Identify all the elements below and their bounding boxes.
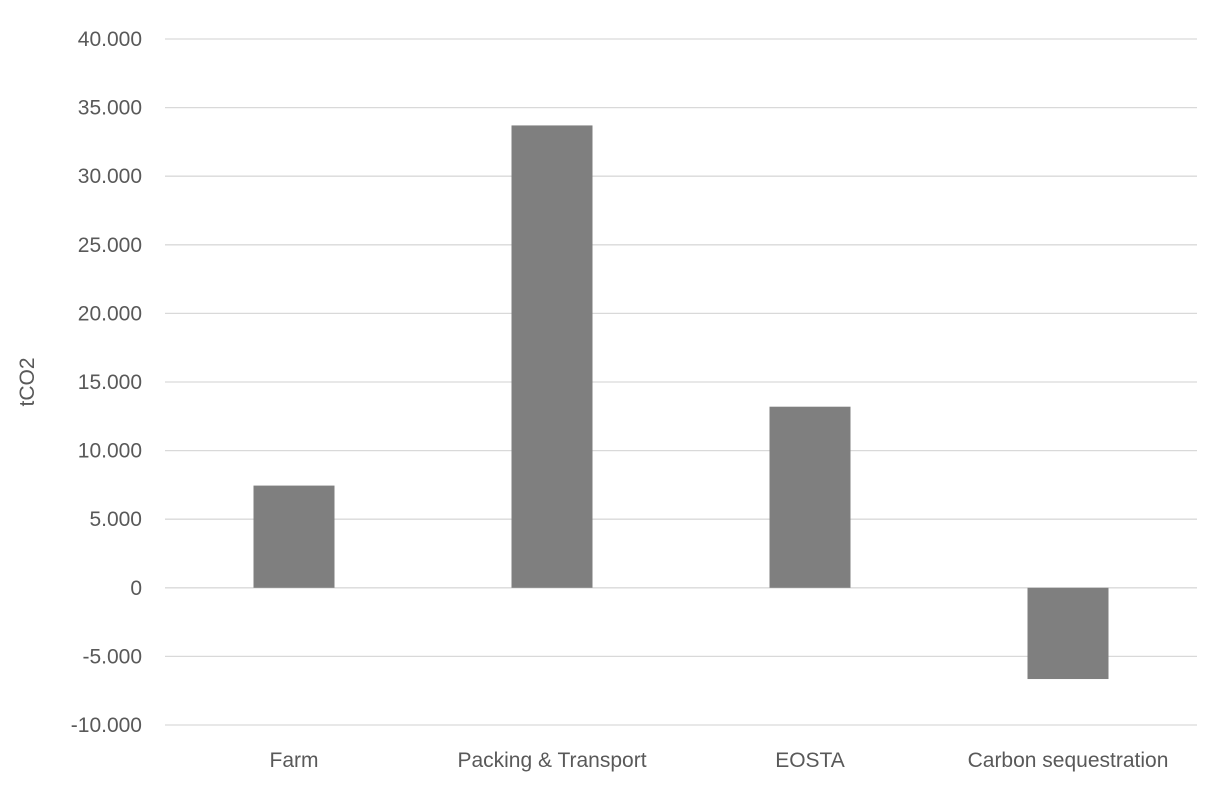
x-axis-ticks: Farm Packing & Transport EOSTA Carbon seque…: [270, 749, 1169, 772]
y-tick-label: 0: [130, 577, 142, 600]
y-tick-label: 40.000: [78, 28, 142, 51]
bar: [253, 485, 335, 588]
y-tick-label: -10.000: [71, 714, 142, 737]
y-tick-label: 35.000: [78, 97, 142, 120]
x-tick-label: Carbon sequestration: [968, 749, 1169, 772]
y-axis-ticks: -10.000 -5.000 0 5.000 10.000 15.000 20.000 25.…: [71, 28, 142, 737]
bar: [769, 406, 851, 588]
y-axis-title: tCO2: [16, 357, 39, 406]
x-tick-label: EOSTA: [775, 749, 845, 772]
y-tick-label: 20.000: [78, 302, 142, 325]
y-tick-label: 25.000: [78, 234, 142, 257]
y-tick-label: -5.000: [82, 645, 142, 668]
y-tick-label: 15.000: [78, 371, 142, 394]
x-tick-label: Packing & Transport: [457, 749, 646, 772]
y-tick-label: 10.000: [78, 440, 142, 463]
y-tick-label: 5.000: [89, 508, 142, 531]
bar: [1027, 587, 1109, 680]
bars: [253, 125, 1109, 680]
bar: [511, 125, 593, 588]
y-tick-label: 30.000: [78, 165, 142, 188]
x-tick-label: Farm: [270, 749, 319, 772]
gridlines: [165, 38, 1197, 726]
